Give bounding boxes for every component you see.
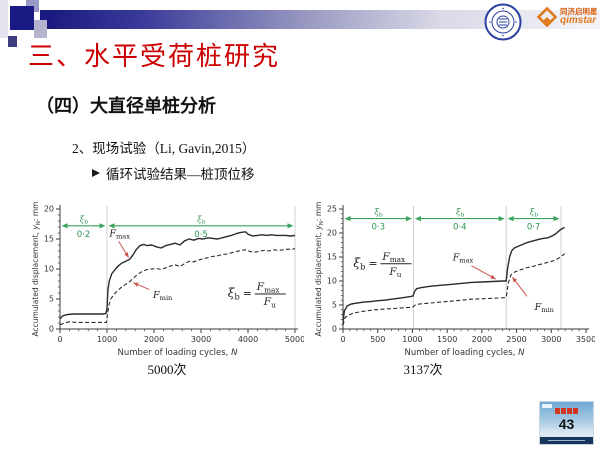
svg-text:2500: 2500 [506, 335, 526, 344]
svg-text:Fmin: Fmin [534, 302, 555, 314]
left-chart-caption: 5000次 [147, 362, 187, 377]
svg-text:5: 5 [332, 301, 337, 310]
svg-text:Accumulated displacement, yN:: Accumulated displacement, yN: mm [31, 202, 42, 337]
svg-text:10: 10 [327, 277, 337, 286]
svg-text:15: 15 [44, 235, 54, 244]
svg-text:25: 25 [327, 205, 337, 214]
svg-text:1000: 1000 [97, 335, 117, 344]
svg-text:0·7: 0·7 [527, 223, 541, 233]
right-chart-svg: 0 500 1000 1500 2000 2500 3000 3500 0 5 10 15 20 25 Nu… [314, 202, 596, 358]
svg-text:10: 10 [44, 265, 54, 274]
svg-text:5000: 5000 [285, 335, 304, 344]
svg-text:Fmin: Fmin [152, 290, 173, 302]
svg-text:5: 5 [49, 295, 54, 304]
svg-text:20: 20 [44, 205, 54, 214]
right-chart: 0 500 1000 1500 2000 2500 3000 3500 0 5 10 15 20 25 Nu… [313, 196, 596, 363]
left-chart: 0 1000 2000 3000 4000 5000 0 5 10 15 20 Number of l… [30, 196, 305, 363]
svg-text:0·3: 0·3 [371, 223, 385, 233]
svg-text:500: 500 [370, 335, 385, 344]
page-number: 43 [558, 416, 575, 432]
decor-square-small [8, 36, 17, 47]
decor-square-gray [34, 20, 47, 38]
svg-text:0: 0 [49, 325, 54, 334]
section-heading: （四）大直径单桩分析 [36, 96, 216, 116]
footer-mini-logo [542, 404, 552, 408]
svg-text:2000: 2000 [472, 335, 492, 344]
svg-text:ξb: ξb [530, 208, 539, 219]
svg-text:2000: 2000 [144, 335, 164, 344]
svg-text:3500: 3500 [576, 335, 595, 344]
svg-text:0: 0 [332, 325, 337, 334]
svg-text:0·4: 0·4 [453, 223, 467, 233]
footer-image: 43 [540, 402, 593, 444]
svg-text:ξb: ξb [197, 215, 206, 226]
svg-text:Fu: Fu [263, 296, 276, 309]
svg-text:Fmax: Fmax [256, 281, 281, 294]
svg-text:Fu: Fu [388, 266, 401, 279]
svg-text:Accumulated displacement, yN:: Accumulated displacement, yN: mm [314, 202, 325, 337]
svg-text:Number of loading cycles, N: Number of loading cycles, N [118, 348, 239, 358]
tongji-university-seal-icon [484, 3, 522, 41]
svg-text:ξb: ξb [228, 286, 240, 302]
svg-text:20: 20 [327, 229, 337, 238]
svg-text:0: 0 [57, 335, 62, 344]
svg-text:Fmax: Fmax [452, 252, 474, 264]
svg-text:ξb: ξb [80, 215, 89, 226]
svg-text:15: 15 [327, 253, 337, 262]
svg-text:Fmax: Fmax [108, 229, 130, 241]
qimstar-logo: 同济启明星 qimstar [536, 6, 598, 28]
bullet-text: 循环试验结果—桩顶位移 [106, 167, 255, 182]
bullet-line: 循环试验结果—桩顶位移 [92, 163, 255, 183]
decor-square-navy [10, 6, 34, 30]
svg-text:1500: 1500 [437, 335, 457, 344]
svg-text:4000: 4000 [238, 335, 258, 344]
qimstar-logo-en: qimstar [560, 14, 597, 26]
svg-text:3000: 3000 [191, 335, 211, 344]
svg-text:Number of loading cycles, N: Number of loading cycles, N [405, 348, 526, 358]
svg-text:1000: 1000 [402, 335, 422, 344]
arrowhead-right-icon [92, 169, 100, 177]
svg-text:0·5: 0·5 [194, 230, 208, 240]
left-chart-svg: 0 1000 2000 3000 4000 5000 0 5 10 15 20 Number of l… [31, 202, 305, 358]
qimstar-logo-cn: 同济启明星 [560, 7, 598, 17]
svg-text:=: = [243, 287, 252, 300]
svg-text:ξb: ξb [353, 256, 365, 272]
right-chart-caption: 3137次 [403, 362, 443, 377]
item-line: 2、现场试验（Li, Gavin,2015） [72, 141, 256, 156]
svg-text:3000: 3000 [541, 335, 561, 344]
orange-diamond-icon [536, 6, 558, 28]
svg-text:Fmax: Fmax [381, 251, 406, 264]
svg-text:ξb: ξb [374, 208, 383, 219]
svg-text:0·2: 0·2 [77, 230, 91, 240]
page-title: 三、水平受荷桩研究 [28, 42, 281, 71]
footer-strip [540, 437, 593, 444]
footer-red-text [540, 408, 593, 414]
svg-text:=: = [368, 257, 377, 270]
svg-text:ξb: ξb [456, 208, 465, 219]
decor-left-strip [0, 0, 8, 38]
decor-gradient-bar [40, 10, 600, 29]
svg-text:0: 0 [340, 335, 345, 344]
